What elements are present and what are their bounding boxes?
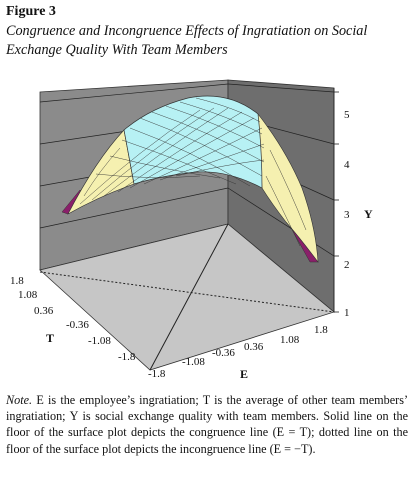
y-tick-3: 3 (344, 209, 350, 221)
y-tick-2: 2 (344, 259, 350, 271)
surface-plot: 1 2 3 4 5 Y 1.8 1.08 0.36 -0.36 -1.08 -1… (10, 79, 373, 380)
e-axis-label: E (240, 367, 248, 380)
figure-label: Figure 3 (6, 4, 56, 19)
t-tick-0: 1.8 (10, 275, 24, 287)
note-label: Note. (6, 393, 33, 407)
y-axis-label: Y (364, 207, 373, 221)
surface-mesh (79, 97, 307, 247)
y-tick-5: 5 (344, 109, 350, 121)
e-tick-1: -1.08 (182, 356, 205, 368)
figure-note: Note. E is the employee’s ingratiation; … (6, 392, 408, 457)
e-tick-4: 1.08 (280, 334, 300, 346)
t-tick-5: -1.8 (118, 351, 136, 363)
e-tick-5: 1.8 (314, 324, 328, 336)
y-tick-4: 4 (344, 159, 350, 171)
e-tick-2: -0.36 (212, 347, 235, 359)
t-tick-1: 1.08 (18, 289, 38, 301)
figure-title: Congruence and Incongruence Effects of I… (6, 23, 368, 58)
t-tick-4: -1.08 (88, 335, 111, 347)
note-text: E is the employee’s ingratiation; T is t… (6, 393, 409, 456)
e-tick-0: -1.8 (148, 368, 166, 380)
e-tick-3: 0.36 (244, 341, 264, 353)
congruence-line (149, 223, 229, 371)
t-tick-3: -0.36 (66, 319, 89, 331)
incongruence-line (39, 271, 335, 313)
t-axis-label: T (46, 331, 54, 345)
t-tick-2: 0.36 (34, 305, 54, 317)
y-tick-1: 1 (344, 307, 350, 319)
